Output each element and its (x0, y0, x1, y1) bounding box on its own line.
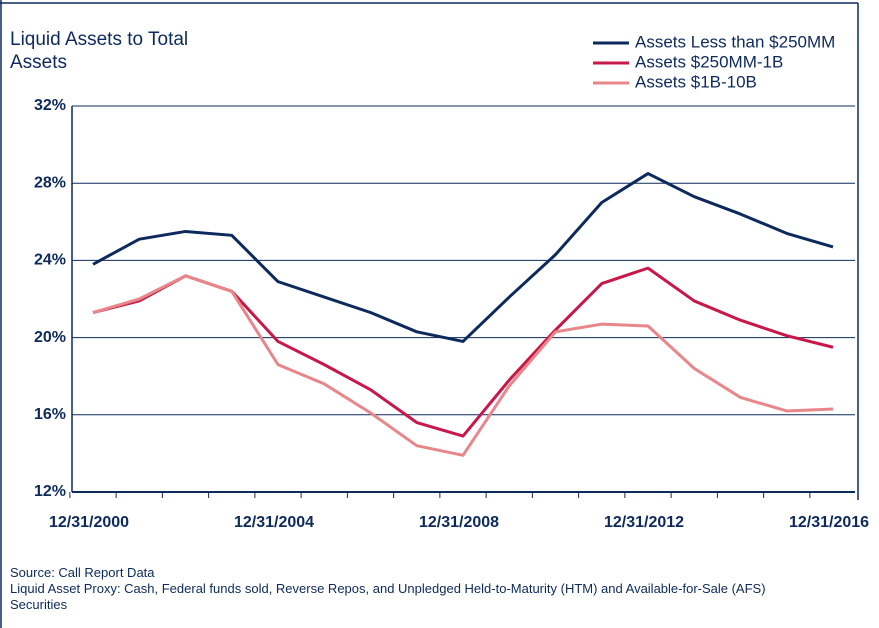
y-tick-label: 32% (34, 97, 66, 114)
source-note: Source: Call Report Data (10, 565, 155, 580)
legend-label: Assets $1B-10B (635, 72, 757, 91)
y-tick-label: 12% (34, 483, 66, 500)
y-tick-label: 20% (34, 329, 66, 346)
y-tick-label: 24% (34, 252, 66, 269)
y-tick-label: 28% (34, 174, 66, 191)
series-line (92, 266, 834, 438)
y-tick-label: 16% (34, 406, 66, 423)
series-line (92, 274, 834, 457)
proxy-note: Liquid Asset Proxy: Cash, Federal funds … (10, 581, 766, 612)
series-line (92, 172, 834, 343)
legend-label: Assets $250MM-1B (635, 52, 783, 71)
legend-label: Assets Less than $250MM (635, 32, 835, 51)
x-tick-label: 12/31/2012 (604, 514, 684, 531)
x-tick-label: 12/31/2016 (789, 514, 869, 531)
x-tick-label: 12/31/2004 (234, 514, 314, 531)
chart-title: Liquid Assets to Total Assets (10, 29, 189, 73)
x-tick-label: 12/31/2008 (419, 514, 499, 531)
x-tick-label: 12/31/2000 (49, 514, 129, 531)
